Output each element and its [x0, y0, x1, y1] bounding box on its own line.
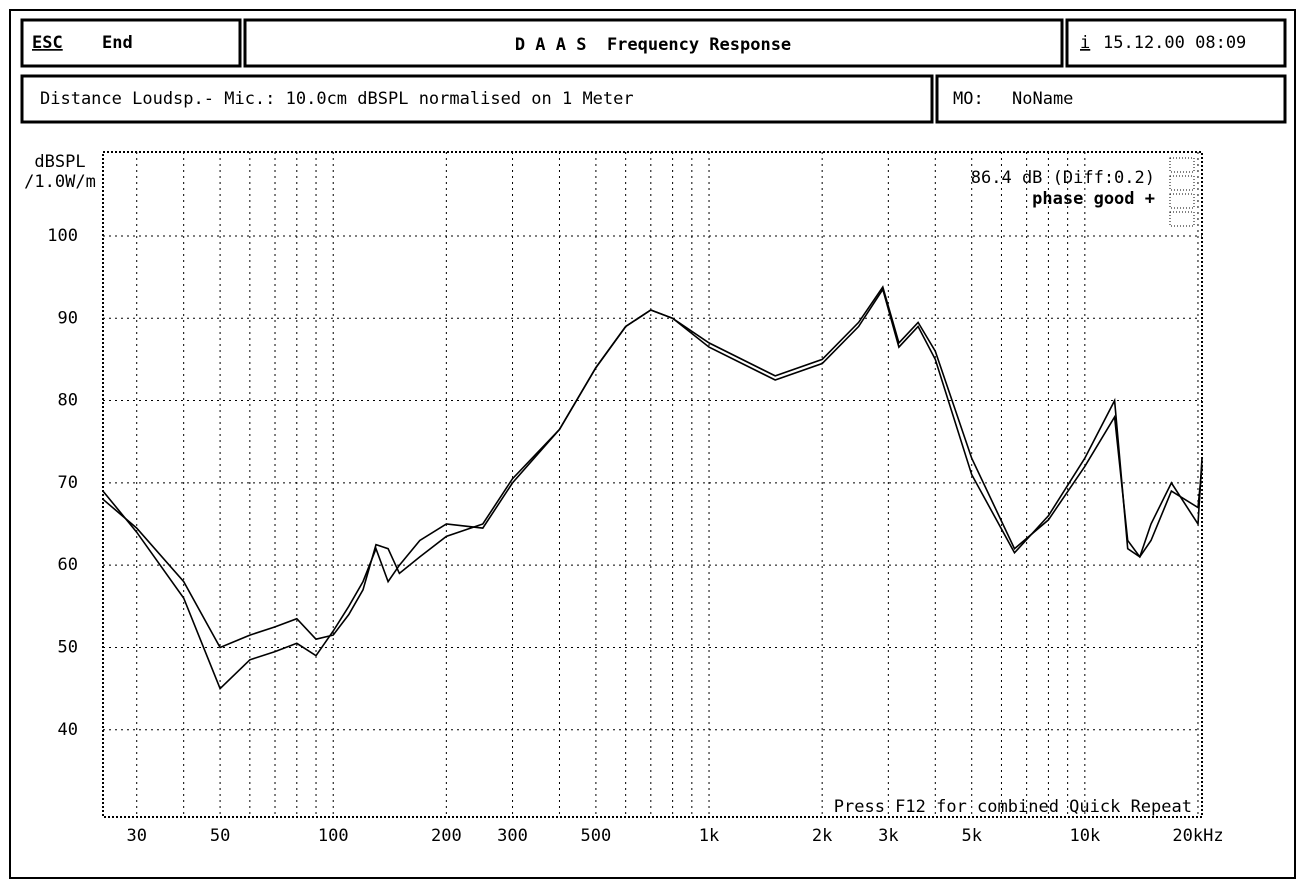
esc-box: [20, 18, 242, 68]
frame: [9, 9, 1296, 879]
y-tick-label: 60: [58, 555, 78, 575]
x-tick-label: 10k: [1069, 826, 1100, 846]
y-tick-label: 90: [58, 308, 78, 328]
datetime: 15.12.00 08:09: [1103, 33, 1246, 53]
y-tick-label: 70: [58, 473, 78, 493]
esc-key[interactable]: ESC: [32, 33, 63, 53]
hint: Press F12 for combined Quick Repeat: [834, 797, 1192, 817]
x-tick-label: 50: [210, 826, 230, 846]
distance-box: [20, 74, 934, 124]
title: D A A S Frequency Response: [515, 35, 791, 55]
y-label: dBSPL: [34, 152, 85, 172]
x-tick-label: 100: [318, 826, 349, 846]
x-tick-label: 2k: [812, 826, 832, 846]
x-tick-label: 500: [581, 826, 612, 846]
x-tick-label: 200: [431, 826, 462, 846]
distance-info: Distance Loudsp.- Mic.: 10.0cm dBSPL nor…: [40, 89, 634, 109]
y-tick-label: 40: [58, 720, 78, 740]
date-box: [1065, 18, 1287, 68]
x-tick-label: 20kHz: [1172, 826, 1223, 846]
title-box: [243, 18, 1064, 68]
phase-annotation: phase good +: [1032, 189, 1155, 209]
y-tick-label: 100: [47, 226, 78, 246]
legend-boxes: [1169, 157, 1195, 227]
x-tick-label: 1k: [699, 826, 719, 846]
level-annotation: 86.4 dB (Diff:0.2): [971, 168, 1155, 188]
end-label[interactable]: End: [102, 33, 133, 53]
response-curve: [102, 287, 1203, 649]
y-label: /1.0W/m: [24, 172, 96, 192]
x-tick-label: 30: [126, 826, 146, 846]
x-tick-label: 5k: [961, 826, 981, 846]
info-key[interactable]: i: [1080, 33, 1090, 53]
plot-area: [102, 151, 1203, 818]
device-name: NoName: [1012, 89, 1073, 109]
y-tick-label: 80: [58, 391, 78, 411]
y-tick-label: 50: [58, 637, 78, 657]
mo-label[interactable]: MO:: [953, 89, 984, 109]
x-tick-label: 3k: [878, 826, 898, 846]
x-tick-label: 300: [497, 826, 528, 846]
mo-box: [935, 74, 1287, 124]
response-curve: [102, 285, 1203, 691]
